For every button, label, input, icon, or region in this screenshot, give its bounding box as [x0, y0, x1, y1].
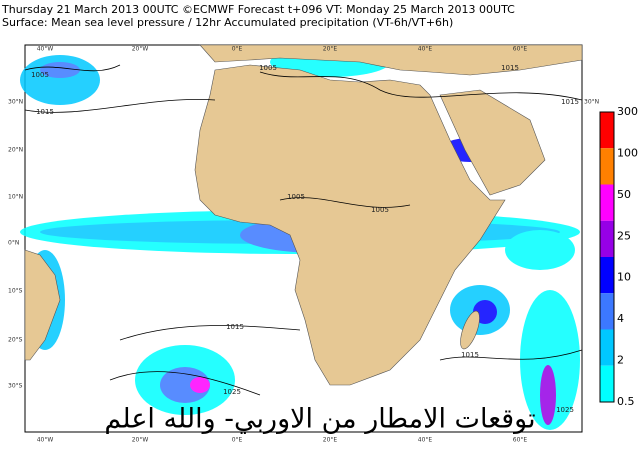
lat-label: 10°S	[8, 288, 23, 295]
caption: توقعات الامطار من الاوربي- والله اعلم	[104, 404, 535, 435]
map	[20, 44, 583, 433]
legend-swatch	[600, 257, 614, 294]
lon-label: 20°E	[323, 437, 338, 444]
lat-label: 20°N	[8, 147, 23, 154]
lat-label: 30°S	[8, 383, 23, 390]
legend-swatch	[600, 148, 614, 185]
lon-label: 60°E	[513, 46, 528, 53]
isobar-label: 1015	[561, 98, 579, 106]
legend-label: 4	[617, 312, 624, 325]
legend-label: 10	[617, 271, 631, 284]
legend-label: 2	[617, 354, 624, 367]
lon-label: 60°E	[513, 437, 528, 444]
isobars	[24, 64, 583, 396]
isobar-label: 1005	[371, 206, 389, 214]
lon-label: 20°E	[323, 46, 338, 53]
lon-label: 0°E	[232, 437, 243, 444]
isobar-label: 1005	[31, 71, 49, 79]
land	[24, 44, 583, 386]
lat-label: 0°N	[8, 240, 19, 247]
lat-label: 30°N	[8, 99, 23, 106]
legend-swatch	[600, 365, 614, 402]
lon-label: 20°W	[132, 46, 149, 53]
legend-label: 50	[617, 188, 631, 201]
legend-label: 25	[617, 229, 631, 242]
isobar-label: 1005	[259, 64, 277, 72]
lat-label: 10°N	[8, 194, 23, 201]
isobar-label: 1005	[287, 193, 305, 201]
lon-label: 20°W	[132, 437, 149, 444]
lon-label: 0°E	[232, 46, 243, 53]
isobar-label: 1025	[556, 406, 574, 414]
labels: 40°W 40°W 20°W 20°W 0°E 0°E 20°E 20°E 40°E 40°E 60…	[8, 46, 599, 444]
isobar-label: 1015	[461, 351, 479, 359]
legend-swatch	[600, 220, 614, 257]
isobar-label: 1015	[36, 108, 54, 116]
legend-label: 100	[617, 146, 638, 159]
legend-frame	[599, 111, 615, 403]
legend-swatch	[600, 329, 614, 366]
lat-label: 30°N	[584, 99, 599, 106]
legend-swatch	[600, 184, 614, 221]
lon-label: 40°E	[418, 46, 433, 53]
lon-label: 40°E	[418, 437, 433, 444]
isobar-label: 1025	[223, 388, 241, 396]
legend-label: 300	[617, 105, 638, 118]
legend-swatch	[600, 293, 614, 330]
legend-label: 0.5	[617, 395, 635, 408]
header-line: Thursday 21 March 2013 00UTC ©ECMWF Fore…	[1, 3, 515, 16]
lon-label: 40°W	[37, 437, 54, 444]
legend: 300 100 50 25 10 4 2 0.5	[599, 105, 638, 408]
header-line: Surface: Mean sea level pressure / 12hr …	[2, 16, 453, 29]
isobar-label: 1015	[501, 64, 519, 72]
isobar-label: 1015	[226, 323, 244, 331]
legend-swatch	[600, 112, 614, 149]
lon-label: 40°W	[37, 46, 54, 53]
lat-label: 20°S	[8, 337, 23, 344]
